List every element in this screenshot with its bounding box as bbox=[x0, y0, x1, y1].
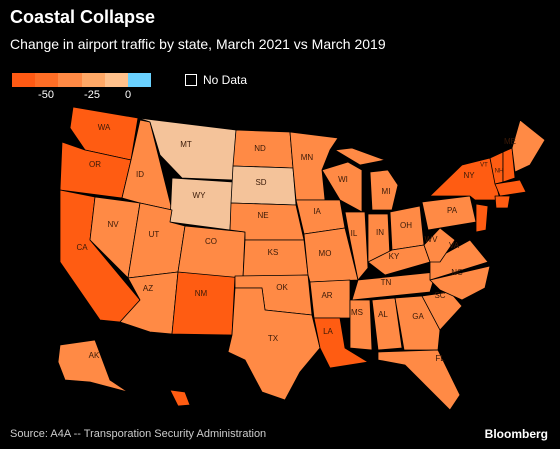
label-WV: WV bbox=[425, 235, 439, 244]
chart-title: Coastal Collapse bbox=[10, 7, 156, 27]
label-WA: WA bbox=[98, 123, 111, 132]
label-FL: FL bbox=[435, 354, 445, 363]
legend-swatch bbox=[58, 73, 82, 87]
state-NM bbox=[171, 271, 236, 336]
label-GA: GA bbox=[412, 312, 424, 321]
legend-swatch bbox=[127, 73, 152, 87]
state-FL bbox=[377, 349, 461, 411]
state-KS bbox=[242, 239, 309, 279]
label-IN: IN bbox=[376, 228, 384, 237]
label-NE: NE bbox=[257, 211, 268, 220]
label-OH: OH bbox=[400, 221, 412, 230]
state-HI bbox=[169, 389, 191, 407]
label-NY: NY bbox=[463, 171, 475, 180]
state-MI-UP bbox=[334, 147, 386, 166]
label-KS: KS bbox=[268, 248, 279, 257]
label-PA: PA bbox=[447, 206, 458, 215]
label-MI: MI bbox=[382, 187, 391, 196]
legend-color-bar bbox=[12, 73, 152, 87]
label-KY: KY bbox=[389, 252, 400, 261]
state-AL bbox=[371, 297, 403, 351]
state-NH bbox=[502, 147, 516, 183]
label-ND: ND bbox=[254, 144, 266, 153]
state-IL bbox=[344, 211, 369, 281]
no-data-legend: No Data bbox=[185, 73, 247, 87]
no-data-swatch bbox=[185, 74, 197, 86]
label-UT: UT bbox=[149, 230, 160, 239]
legend-tick: 0 bbox=[124, 89, 132, 101]
state-WV bbox=[423, 227, 456, 263]
legend-tick: -50 bbox=[38, 89, 54, 101]
label-IL: IL bbox=[351, 229, 358, 238]
state-MN bbox=[289, 131, 339, 201]
label-VA: VA bbox=[449, 241, 460, 250]
state-TN bbox=[351, 271, 437, 301]
state-MA bbox=[494, 179, 527, 197]
legend-swatch bbox=[12, 73, 36, 87]
legend-swatch bbox=[81, 73, 105, 87]
state-CT bbox=[494, 195, 511, 209]
bloomberg-logo: Bloomberg bbox=[484, 427, 548, 441]
label-WY: WY bbox=[193, 191, 207, 200]
label-OR: OR bbox=[89, 160, 101, 169]
label-ME: ME bbox=[504, 137, 516, 146]
state-WI bbox=[321, 161, 363, 213]
state-MI bbox=[369, 169, 399, 211]
label-CO: CO bbox=[205, 237, 217, 246]
label-IA: IA bbox=[313, 207, 321, 216]
label-TX: TX bbox=[268, 334, 279, 343]
state-NC bbox=[429, 265, 491, 301]
label-AR: AR bbox=[321, 291, 332, 300]
label-NC: NC bbox=[451, 268, 463, 277]
label-MN: MN bbox=[301, 153, 314, 162]
label-MT: MT bbox=[180, 140, 192, 149]
label-LA: LA bbox=[323, 327, 333, 336]
state-AK bbox=[57, 339, 129, 393]
state-LA bbox=[313, 317, 369, 369]
label-AZ: AZ bbox=[143, 284, 153, 293]
label-AK: AK bbox=[89, 351, 100, 360]
label-TN: TN bbox=[381, 278, 392, 287]
label-AL: AL bbox=[378, 310, 388, 319]
label-CA: CA bbox=[76, 243, 88, 252]
state-TX bbox=[227, 287, 321, 401]
label-WI: WI bbox=[338, 175, 348, 184]
no-data-label: No Data bbox=[203, 73, 248, 87]
label-ID: ID bbox=[136, 170, 144, 179]
state-WY bbox=[169, 177, 234, 231]
label-MS: MS bbox=[351, 308, 363, 317]
chart-subtitle: Change in airport traffic by state, Marc… bbox=[10, 36, 386, 52]
legend-tick: -25 bbox=[84, 89, 100, 101]
color-legend: -50 -25 0 bbox=[12, 73, 152, 103]
label-VT: VT bbox=[480, 163, 488, 169]
label-SC: SC bbox=[434, 291, 445, 300]
legend-swatch bbox=[104, 73, 128, 87]
label-MO: MO bbox=[319, 249, 332, 258]
label-OK: OK bbox=[276, 283, 288, 292]
state-MS bbox=[349, 299, 373, 351]
label-NV: NV bbox=[107, 220, 119, 229]
label-NH: NH bbox=[495, 169, 504, 175]
state-VA bbox=[429, 239, 489, 281]
state-NJ bbox=[475, 203, 489, 233]
state-ME bbox=[511, 119, 546, 173]
label-SD: SD bbox=[255, 178, 266, 187]
legend-swatch bbox=[35, 73, 59, 87]
label-NM: NM bbox=[195, 289, 208, 298]
source-note: Source: A4A -- Transporation Security Ad… bbox=[10, 428, 267, 440]
state-SC bbox=[421, 291, 463, 331]
state-CO bbox=[177, 225, 246, 279]
